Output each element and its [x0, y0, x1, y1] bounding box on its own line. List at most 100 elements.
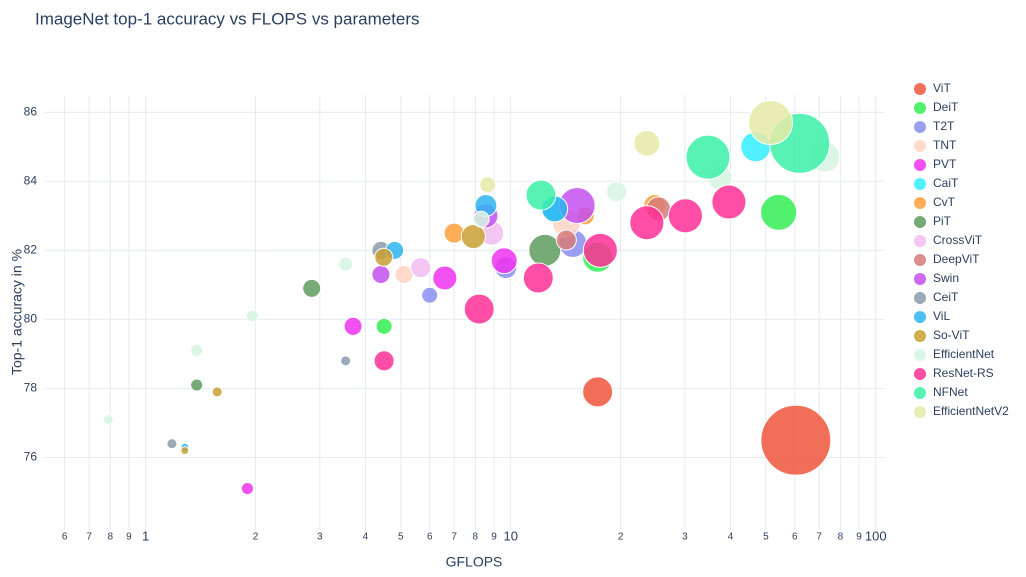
legend-label: EfficientNetV2 — [933, 404, 1009, 418]
y-tick-label: 84 — [24, 173, 38, 187]
x-tick-label: 3 — [682, 532, 688, 543]
bubble — [302, 278, 322, 298]
bubble — [343, 316, 363, 336]
legend-label: PiT — [933, 214, 952, 228]
series — [190, 233, 562, 392]
legend-label: DeiT — [933, 100, 959, 114]
bubble — [522, 262, 554, 294]
legend-label: CvT — [933, 195, 956, 209]
x-tick-label: 10 — [503, 528, 517, 543]
legend-label: Swin — [933, 271, 959, 285]
bubble — [490, 247, 518, 275]
bubble — [463, 293, 495, 325]
x-tick-label: 7 — [86, 532, 92, 543]
bubble — [760, 193, 798, 231]
x-axis-label: GFLOPS — [446, 554, 503, 570]
bubble — [371, 265, 391, 285]
legend-marker — [914, 178, 926, 190]
bubble — [711, 184, 747, 220]
bubble — [190, 378, 204, 392]
bubble — [421, 286, 439, 304]
legend-marker — [914, 387, 926, 399]
x-tick-label: 6 — [792, 532, 798, 543]
series — [479, 100, 794, 194]
x-tick-label: 7 — [816, 532, 822, 543]
legend-label: ViL — [933, 309, 950, 323]
y-tick-label: 82 — [24, 243, 38, 257]
bubble — [340, 355, 352, 367]
legend-label: TNT — [933, 138, 957, 152]
x-tick-label: 2 — [618, 532, 624, 543]
legend-marker — [914, 349, 926, 361]
legend-label: CrossViT — [933, 233, 983, 247]
bubble — [190, 343, 204, 358]
bubble — [479, 176, 497, 194]
x-tick-label: 8 — [838, 532, 844, 543]
x-tick-label: 9 — [491, 532, 497, 543]
bubble — [374, 247, 394, 267]
x-tick-label: 9 — [856, 532, 862, 543]
legend-label: CaiT — [933, 176, 959, 190]
legend-marker — [914, 406, 926, 418]
legend-label: ViT — [933, 81, 951, 95]
legend-marker — [914, 140, 926, 152]
bubble — [102, 414, 114, 426]
bubble — [582, 376, 614, 408]
legend-label: NFNet — [933, 385, 968, 399]
legend-marker — [914, 368, 926, 380]
bubble — [240, 482, 254, 496]
legend-label: CeiT — [933, 290, 959, 304]
series — [582, 376, 832, 476]
legend-marker — [914, 292, 926, 304]
x-tick-label: 8 — [107, 532, 113, 543]
bubble — [472, 210, 490, 228]
x-tick-label: 2 — [253, 532, 259, 543]
bubble — [760, 404, 832, 476]
x-tick-label: 4 — [728, 532, 734, 543]
chart-title: ImageNet top-1 accuracy vs FLOPS vs para… — [35, 9, 420, 28]
series — [240, 247, 518, 496]
legend-label: T2T — [933, 119, 955, 133]
x-tick-label: 7 — [451, 532, 457, 543]
legend-marker — [914, 235, 926, 247]
legend-label: So-ViT — [933, 328, 970, 342]
bubble — [606, 181, 628, 203]
legend-marker — [914, 273, 926, 285]
x-tick-label: 6 — [62, 532, 68, 543]
bubble — [375, 317, 393, 335]
bubble — [685, 134, 731, 180]
legend-marker — [914, 330, 926, 342]
legend-label: DeepViT — [933, 252, 980, 266]
bubble — [373, 350, 395, 372]
legend-label: PVT — [933, 157, 957, 171]
legend-marker — [914, 83, 926, 95]
bubble — [443, 222, 465, 244]
bubble — [211, 386, 223, 398]
x-tick-label: 3 — [317, 532, 323, 543]
y-axis-label: Top-1 accuracy in % — [9, 249, 25, 375]
series — [410, 220, 505, 279]
y-tick-label: 78 — [24, 381, 38, 395]
bubble — [633, 129, 661, 157]
series — [373, 184, 747, 372]
bubble — [410, 257, 432, 279]
x-tick-label: 1 — [142, 528, 149, 543]
bubble — [748, 100, 794, 146]
bubble — [555, 229, 577, 251]
x-tick-label: 100 — [865, 528, 887, 543]
x-tick-label: 8 — [473, 532, 479, 543]
bubble — [460, 224, 486, 250]
x-tick-label: 4 — [363, 532, 369, 543]
bubble — [245, 309, 259, 323]
y-tick-label: 76 — [24, 450, 38, 464]
legend-label: EfficientNet — [933, 347, 995, 361]
legend-marker — [914, 197, 926, 209]
x-tick-label: 5 — [763, 532, 769, 543]
legend-marker — [914, 159, 926, 171]
legend-marker — [914, 216, 926, 228]
y-tick-label: 86 — [24, 104, 38, 118]
x-tick-label: 9 — [126, 532, 132, 543]
bubble — [432, 265, 458, 291]
y-tick-label: 80 — [24, 312, 38, 326]
